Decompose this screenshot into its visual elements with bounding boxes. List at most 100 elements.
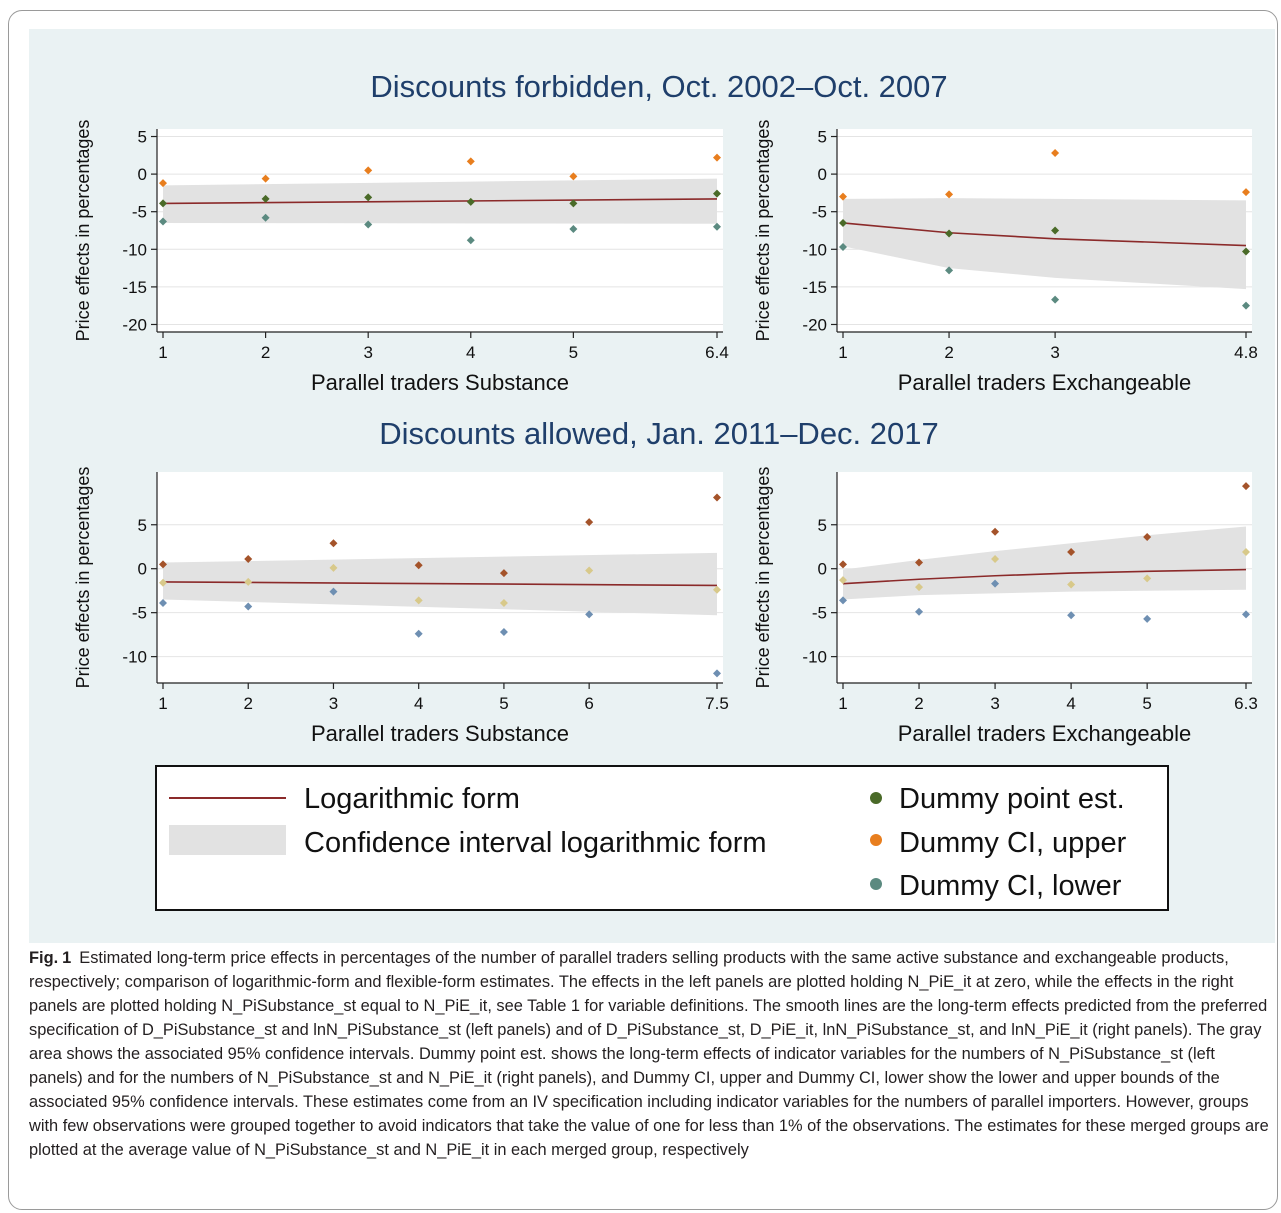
panel-1-point-marker (713, 189, 721, 198)
panel-4-x-axis-title: Parallel traders Exchangeable (898, 721, 1192, 746)
panel-2-ci-band (843, 198, 1246, 290)
panel-1-upper-marker (159, 179, 167, 188)
panel-2-y-tick-label: -20 (802, 315, 827, 334)
panel-4-upper-marker (839, 576, 847, 585)
panel-3-point-marker (414, 561, 423, 570)
panel-1-y-tick-label: -5 (132, 203, 147, 222)
figure-frame: Discounts forbidden, Oct. 2002–Oct. 2007… (8, 10, 1278, 1210)
panel-4-x-tick-label: 5 (1142, 694, 1151, 713)
panel-1-x-tick-label: 2 (261, 343, 270, 362)
legend-label-confidence-interval: Confidence interval logarithmic form (304, 827, 767, 859)
panel-3-y-axis-title: Price effects in percentages (73, 467, 93, 689)
panel-4-y-tick-label: -5 (812, 604, 827, 623)
panel-4-lower-marker (991, 579, 1000, 588)
panel-4-point-marker (991, 527, 1000, 536)
panel-1: 5 0 -5 -10 -15 -20 1 2 3 4 5 6.4 Parallel traders Su… (73, 120, 729, 395)
panel-3-x-tick-label: 4 (414, 694, 423, 713)
panel-4-x-tick-label: 4 (1066, 694, 1075, 713)
legend-label-dummy-point: Dummy point est. (899, 783, 1125, 815)
panel-3-x-tick-label: 3 (329, 694, 338, 713)
panel-1-x-tick-label: 5 (569, 343, 578, 362)
panel-1-y-tick-label: -15 (122, 278, 147, 297)
panel-1-y-tick-label: -10 (122, 240, 147, 259)
panel-2-x-tick-label: 1 (838, 343, 847, 362)
panel-2-y-tick-label: 0 (818, 165, 827, 184)
panel-2-y-axis-title: Price effects in percentages (753, 120, 773, 342)
panel-2-x-tick-label: 2 (944, 343, 953, 362)
panel-1-point-marker (466, 197, 475, 206)
legend-box (155, 765, 1169, 911)
panel-4-y-axis-title: Price effects in percentages (753, 467, 773, 689)
panel-2-y-tick-label: -15 (802, 278, 827, 297)
panel-1-y-tick-label: 0 (138, 165, 147, 184)
panel-4-x-tick-label: 3 (990, 694, 999, 713)
panel-3-upper-marker (414, 596, 423, 605)
panel-3-lower-marker (499, 628, 508, 637)
panel-3-x-tick-label: 5 (499, 694, 508, 713)
panel-2-upper-marker (1051, 149, 1060, 158)
panel-4-upper-marker (1143, 574, 1152, 583)
panel-3-lower-marker (244, 602, 253, 611)
legend-dot-lower (870, 878, 882, 890)
panel-3-point-marker (713, 493, 721, 502)
panel-1-upper-marker (713, 153, 721, 162)
panel-4-upper-marker (1242, 548, 1250, 557)
panel-3-point-marker (499, 569, 508, 578)
panel-4-lower-marker (915, 607, 924, 616)
row-title-bottom: Discounts allowed, Jan. 2011–Dec. 2017 (379, 416, 939, 451)
panel-3-upper-marker (499, 598, 508, 607)
panel-3-x-tick-label: 7.5 (705, 694, 729, 713)
panel-2-x-axis-title: Parallel traders Exchangeable (898, 370, 1192, 395)
panel-3-upper-marker (585, 566, 594, 575)
panel-4-lower-marker (1067, 611, 1076, 620)
panel-3-point-marker (159, 560, 167, 569)
panel-4-log-line (842, 568, 1247, 585)
panel-3-point-marker (244, 555, 253, 564)
panel-2-point-marker (839, 218, 847, 227)
panel-4-upper-marker (1067, 580, 1076, 589)
panel-1-point-marker (569, 199, 578, 208)
panel-4-point-marker (1242, 482, 1250, 491)
panel-1-upper-marker (466, 157, 475, 166)
panel-1-upper-marker (261, 174, 270, 183)
panel-2-upper-marker (945, 190, 954, 199)
panel-4-y-tick-label: -10 (802, 648, 827, 667)
legend-dot-point (870, 792, 882, 804)
row-title-top: Discounts forbidden, Oct. 2002–Oct. 2007 (370, 69, 947, 104)
caption-label: Fig. 1 (29, 949, 72, 967)
panel-2-lower-marker (1051, 295, 1060, 304)
panel-1-y-axis-title: Price effects in percentages (73, 120, 93, 342)
panel-3-y-tick-label: -10 (122, 648, 147, 667)
panel-2-log-line (842, 222, 1247, 247)
panel-1-point-marker (364, 193, 373, 202)
panel-3-y-tick-label: 0 (138, 560, 147, 579)
panel-1-x-axis-title: Parallel traders Substance (311, 370, 569, 395)
panel-1-lower-marker (261, 213, 270, 222)
panel-3: 5 0 -5 -10 1 2 3 4 5 6 7.5 Parallel traders Substan… (73, 467, 729, 746)
panel-1-lower-marker (159, 217, 167, 226)
panel-2-x-tick-label: 3 (1050, 343, 1059, 362)
panel-4-point-marker (1143, 533, 1152, 542)
panel-3-upper-marker (713, 585, 721, 594)
panel-2-lower-marker (1242, 301, 1250, 310)
legend-label-logarithmic-form: Logarithmic form (304, 783, 520, 815)
panel-2-y-tick-label: -5 (812, 203, 827, 222)
panel-3-point-marker (329, 539, 338, 548)
panel-3-x-axis-title: Parallel traders Substance (311, 721, 569, 746)
panel-1-y-tick-label: -20 (122, 315, 147, 334)
panel-1-lower-marker (713, 222, 721, 231)
panel-1-lower-marker (466, 236, 475, 245)
panel-4-point-marker (839, 560, 847, 569)
panel-3-lower-marker (159, 598, 167, 607)
panel-2-lower-marker (839, 243, 847, 252)
figure-canvas: Discounts forbidden, Oct. 2002–Oct. 2007… (29, 29, 1275, 943)
legend-label-dummy-lower: Dummy CI, lower (899, 870, 1122, 902)
panel-1-log-line (162, 198, 718, 205)
panel-3-lower-marker (713, 669, 721, 678)
panel-2-y-tick-label: 5 (818, 128, 827, 147)
panel-1-point-marker (159, 199, 167, 208)
panel-2-point-marker (945, 229, 954, 238)
panel-3-x-tick-label: 6 (584, 694, 593, 713)
panel-4-x-tick-label: 6.3 (1234, 694, 1258, 713)
panel-3-lower-marker (585, 610, 594, 619)
